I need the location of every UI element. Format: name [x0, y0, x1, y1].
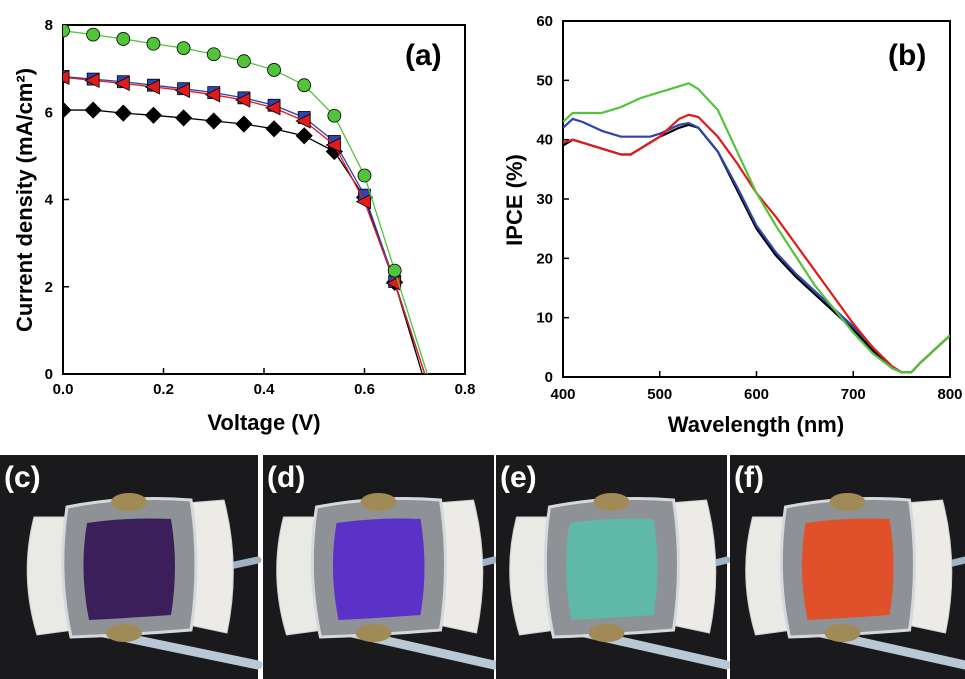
panel-b-xlabel: Wavelength (nm) — [668, 412, 844, 437]
a-point-red — [265, 100, 281, 116]
photo-label: (e) — [500, 461, 537, 494]
a-point-red — [355, 194, 371, 210]
a-ytick-label: 6 — [45, 104, 53, 121]
b-ytick-label: 30 — [536, 191, 553, 208]
a-point-red — [174, 82, 191, 99]
electrode-top — [593, 493, 630, 511]
device-active-area — [332, 518, 425, 620]
panel-b-ylabel: IPCE (%) — [502, 154, 527, 246]
b-ytick-label: 0 — [545, 369, 553, 386]
b-ytick-label: 20 — [536, 250, 553, 267]
a-point-black — [114, 104, 132, 122]
b-ytick-label: 10 — [536, 310, 553, 327]
a-xtick-label: 0.4 — [254, 381, 276, 398]
a-point-green — [267, 63, 281, 77]
a-point-green — [146, 36, 161, 51]
a-point-black — [295, 127, 313, 145]
b-ytick-label: 40 — [536, 132, 553, 149]
photo-e: (e) — [496, 455, 732, 679]
a-point-red — [204, 87, 221, 103]
b-xtick-label: 500 — [647, 386, 672, 403]
electrode-bottom — [588, 624, 625, 642]
a-ytick-label: 2 — [45, 279, 53, 296]
a-point-red — [295, 113, 311, 129]
panel-a-ticks: 0.0 0.2 0.4 0.6 0.8 0 2 4 6 8 — [45, 17, 476, 398]
a-point-black — [144, 106, 163, 124]
panel-a-xlabel: Voltage (V) — [207, 410, 320, 435]
panel-a-ylabel: Current density (mA/cm²) — [12, 68, 37, 332]
a-ytick-label: 8 — [45, 17, 53, 34]
a-point-green — [236, 54, 251, 69]
a-point-green — [176, 41, 191, 56]
panel-b-label: (b) — [888, 39, 926, 72]
a-point-red — [144, 79, 160, 95]
panel-b-series — [563, 82, 950, 374]
a-xtick-label: 0.8 — [455, 381, 476, 398]
a-point-red — [84, 72, 100, 89]
electrode-bottom — [106, 624, 142, 642]
electrode-top — [829, 493, 866, 511]
panel-a-label: (a) — [405, 39, 442, 72]
panel-b-ticks: 400 500 600 700 800 0 10 20 30 40 50 60 — [536, 13, 962, 403]
a-series-line-black — [63, 109, 423, 374]
device-active-area — [565, 518, 658, 620]
a-point-green — [387, 263, 402, 278]
a-point-green — [327, 108, 342, 123]
a-point-red — [114, 75, 130, 92]
a-xtick-label: 0.0 — [53, 381, 74, 398]
photo-label: (f) — [734, 461, 764, 494]
photo-c: (c) — [0, 455, 263, 679]
a-point-green — [116, 32, 131, 46]
a-point-black — [84, 101, 102, 119]
a-point-green — [206, 47, 221, 62]
a-xtick-label: 0.6 — [354, 381, 375, 398]
a-xtick-label: 0.2 — [153, 381, 174, 398]
a-point-green — [86, 27, 101, 42]
a-ytick-label: 0 — [45, 366, 53, 383]
a-point-red — [325, 137, 341, 153]
b-xtick-label: 700 — [841, 386, 866, 403]
b-xtick-label: 600 — [744, 386, 769, 403]
a-point-black — [175, 109, 193, 127]
a-point-black — [235, 115, 253, 133]
electrode-top — [111, 493, 147, 511]
photo-f: (f) — [730, 455, 965, 679]
a-point-green — [63, 25, 70, 38]
a-point-red — [235, 92, 251, 108]
device-photos: (c) (d) (e) (f) — [0, 455, 965, 679]
photo-label: (c) — [4, 461, 41, 494]
a-point-black — [63, 101, 72, 119]
a-point-green — [357, 168, 372, 183]
b-ytick-label: 60 — [536, 13, 553, 30]
a-point-green — [297, 78, 312, 93]
b-series-line-blue — [563, 117, 950, 374]
b-series-line-black — [563, 123, 950, 374]
a-point-black — [265, 120, 283, 138]
panel-b-frame — [562, 20, 951, 378]
panel-a-series — [63, 25, 428, 374]
photo-d: (d) — [263, 455, 499, 679]
a-point-red — [63, 69, 70, 85]
b-ytick-label: 50 — [536, 72, 553, 89]
b-xtick-label: 400 — [550, 386, 575, 403]
a-ytick-label: 4 — [45, 192, 54, 209]
b-xtick-label: 800 — [937, 386, 962, 403]
electrode-bottom — [824, 624, 861, 642]
b-series-line-red — [563, 113, 950, 374]
photo-label: (d) — [267, 461, 305, 494]
device-active-area — [83, 518, 175, 620]
device-active-area — [801, 518, 894, 620]
panel-b: 400 500 600 700 800 0 10 20 30 40 50 60 (b) Wavelen… — [502, 13, 963, 437]
panel-a: 0.0 0.2 0.4 0.6 0.8 0 2 4 6 8 (a) Voltage (V) Cur… — [12, 17, 475, 435]
a-point-black — [205, 112, 223, 130]
electrode-bottom — [355, 624, 392, 642]
b-series-line-green — [563, 82, 950, 374]
electrode-top — [360, 493, 397, 511]
